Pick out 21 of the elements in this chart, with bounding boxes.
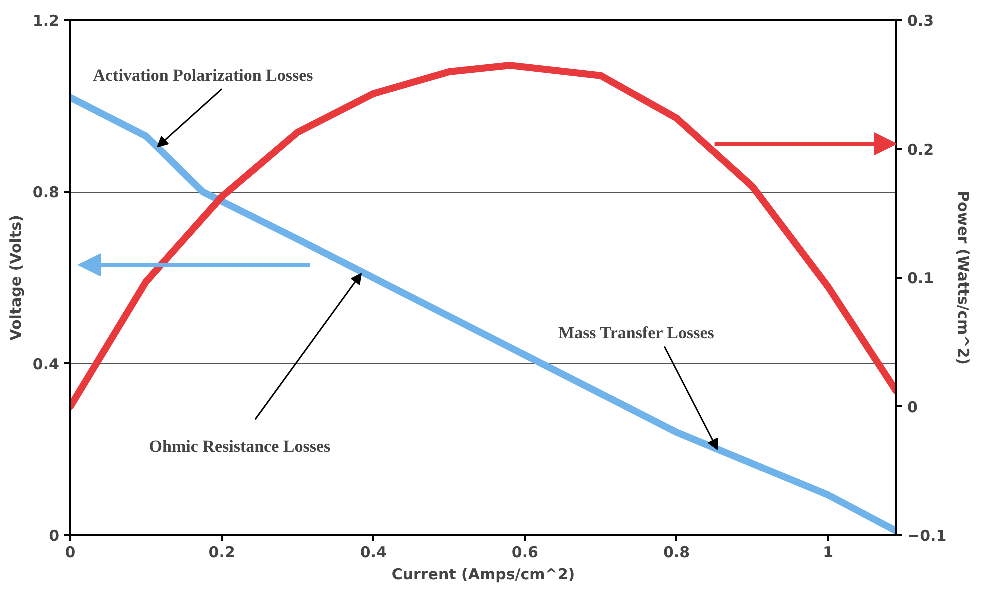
y2-tick-label: −0.1 <box>908 527 947 545</box>
annotation: Activation Polarization Losses <box>93 66 314 85</box>
x-axis-title: Current (Amps/cm^2) <box>392 566 576 584</box>
y2-tick-label: 0.2 <box>908 140 934 159</box>
x-tick-label: 0.8 <box>663 544 690 562</box>
y2-tick-label: 0.1 <box>908 270 934 288</box>
y-tick-label: 0.8 <box>32 184 60 202</box>
y-tick-label: 1.2 <box>32 12 60 30</box>
annotation: Ohmic Resistance Losses <box>149 436 332 456</box>
y-axis-title: Voltage (Volts) <box>6 215 25 341</box>
annotation: Mass Transfer Losses <box>558 323 715 342</box>
x-tick-label: 0.6 <box>512 544 538 562</box>
y2-axis-title: Power (Watts/cm^2) <box>954 190 973 366</box>
y-tick-label: 0.4 <box>32 355 60 374</box>
x-tick-label: 0 <box>65 544 76 562</box>
x-tick-label: 1 <box>823 544 834 562</box>
y-tick-label: 0 <box>49 527 60 545</box>
y2-tick-label: 0 <box>908 398 918 416</box>
y2-tick-label: 0.3 <box>908 12 934 30</box>
x-tick-label: 0.4 <box>360 544 387 562</box>
x-tick-label: 0.2 <box>208 544 236 562</box>
